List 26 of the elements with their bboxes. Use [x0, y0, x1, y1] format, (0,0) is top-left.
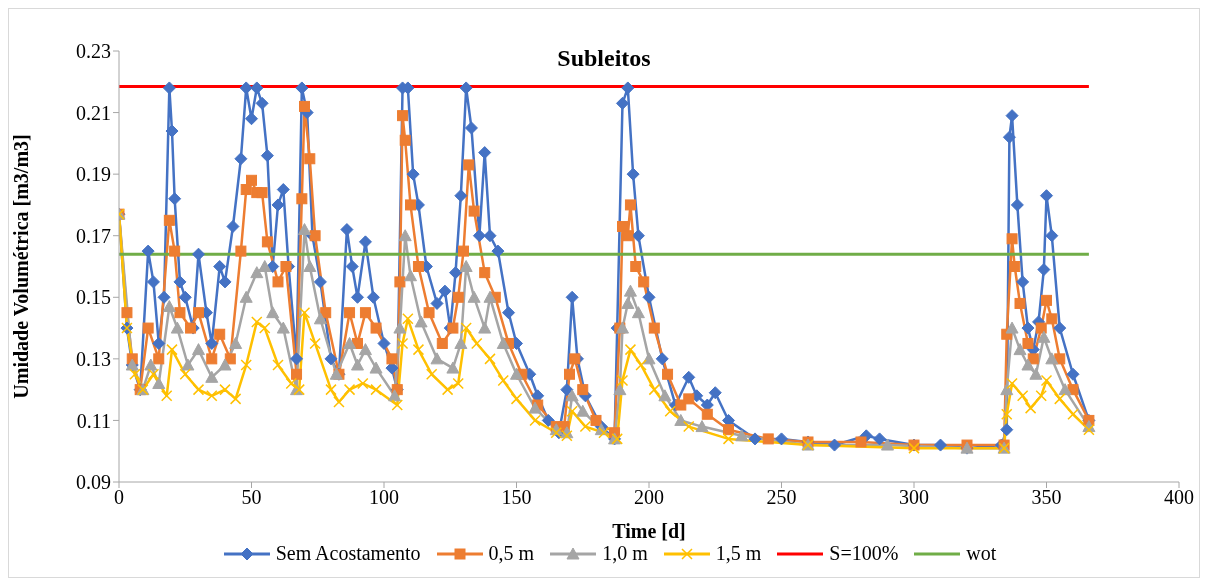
x-tick-label: 200 [634, 486, 664, 509]
x-tick-label: 250 [766, 486, 797, 509]
y-tick-label: 0.13 [76, 347, 111, 370]
x-tick-label: 300 [899, 486, 929, 509]
legend-label: wot [966, 542, 997, 565]
y-tick-label: 0.09 [76, 471, 111, 494]
x-tick-label: 0 [114, 486, 124, 509]
x-tick-label: 350 [1031, 486, 1062, 509]
x-tick-label: 100 [369, 486, 399, 509]
y-tick-label: 0.15 [76, 286, 111, 309]
y-axis-title: Umidade Volumétrica [m3/m3] [10, 134, 33, 399]
x-tick-label: 150 [501, 486, 532, 509]
x-tick-label: 50 [241, 486, 262, 509]
legend-label: 0,5 m [488, 542, 535, 565]
legend-label: 1,5 m [715, 542, 762, 565]
legend-label: 1,0 m [602, 542, 648, 565]
y-tick-label: 0.23 [76, 40, 111, 63]
legend-label: S=100% [829, 542, 899, 565]
x-tick-label: 400 [1164, 486, 1194, 509]
y-tick-label: 0.11 [76, 409, 111, 432]
x-axis-title: Time [d] [612, 520, 686, 542]
y-tick-label: 0.19 [76, 163, 111, 186]
legend-label: Sem Acostamento [275, 542, 421, 565]
chart-title: Subleitos [557, 45, 651, 71]
y-tick-label: 0.21 [76, 101, 111, 124]
y-tick-label: 0.17 [76, 224, 111, 247]
